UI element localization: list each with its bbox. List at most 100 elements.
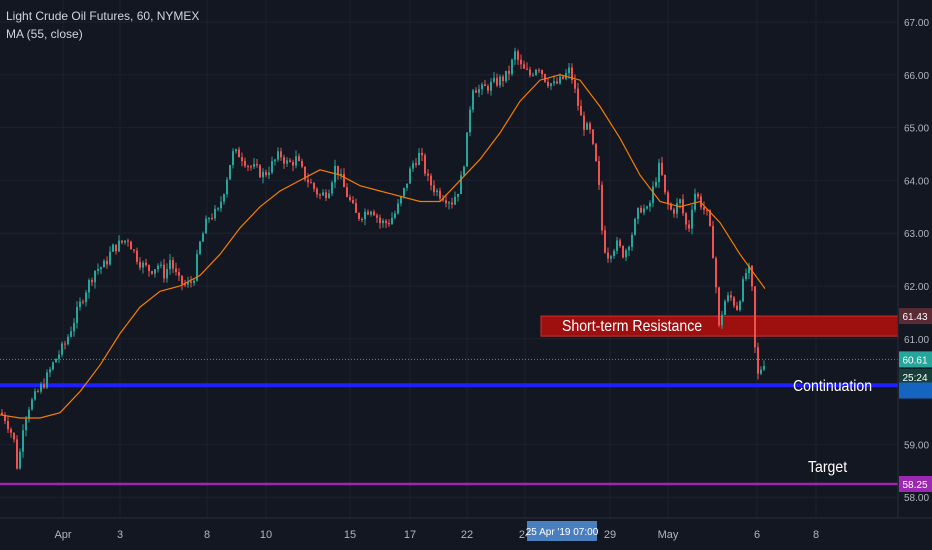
candle-body [4, 414, 6, 421]
candle-body [625, 250, 627, 258]
candle-body [655, 181, 657, 187]
candle-body [739, 301, 741, 310]
candle-body [577, 88, 579, 106]
candle-body [88, 280, 90, 293]
candle-body [319, 194, 321, 196]
y-tick-label: 61.00 [904, 335, 929, 346]
target-label: Target [808, 459, 848, 476]
candle-body [745, 273, 747, 280]
candle-body [436, 190, 438, 193]
candle-body [94, 270, 96, 283]
candle-body [418, 152, 420, 165]
candle-body [727, 295, 729, 302]
candle-body [499, 76, 501, 86]
candle-body [553, 81, 555, 84]
candle-body [61, 343, 63, 355]
candle-body [13, 432, 15, 440]
candle-body [469, 109, 471, 133]
candle-body [412, 163, 414, 169]
candle-body [106, 260, 108, 265]
candle-body [598, 161, 600, 185]
candle-body [208, 218, 210, 220]
candle-body [550, 83, 552, 87]
candle-body [748, 265, 750, 274]
candle-body [523, 64, 525, 69]
candle-body [697, 193, 699, 197]
candle-body [652, 186, 654, 203]
candle-body [751, 265, 753, 287]
candle-body [241, 157, 243, 161]
candle-body [49, 369, 51, 373]
candle-body [124, 240, 126, 243]
candle-body [343, 173, 345, 188]
candle-body [265, 171, 267, 176]
candle-body [169, 260, 171, 270]
candle-body [712, 225, 714, 259]
candle-body [505, 70, 507, 82]
candle-body [694, 193, 696, 210]
candle-body [493, 77, 495, 82]
target-price-tag-text: 58.25 [902, 480, 927, 491]
y-tick-label: 67.00 [904, 18, 929, 29]
candle-body [178, 272, 180, 276]
candle-body [595, 143, 597, 162]
candle-body [103, 260, 105, 268]
candle-body [154, 269, 156, 274]
candle-body [43, 384, 45, 388]
candle-body [328, 193, 330, 199]
countdown-tag [899, 368, 932, 385]
candle-body [538, 69, 540, 71]
candle-body [658, 162, 660, 182]
candle-body [484, 84, 486, 87]
candle-body [331, 182, 333, 194]
candle-body [556, 81, 558, 84]
candle-body [298, 156, 300, 161]
candle-body [532, 74, 534, 76]
candle-body [424, 155, 426, 174]
y-tick-label: 64.00 [904, 176, 929, 187]
candle-body [541, 70, 543, 75]
candle-body [175, 268, 177, 273]
x-tick-label: 22 [461, 529, 473, 541]
candle-body [28, 409, 30, 419]
candle-body [562, 76, 564, 79]
x-tick-label: 17 [404, 529, 416, 541]
candlesticks [1, 47, 765, 470]
countdown-tag-text: 25:24 [902, 373, 927, 384]
candle-body [676, 203, 678, 214]
candle-body [130, 241, 132, 250]
candle-body [22, 430, 24, 452]
candle-body [268, 172, 270, 176]
candle-body [649, 202, 651, 207]
candle-body [472, 90, 474, 110]
candle-body [289, 160, 291, 162]
candle-body [73, 322, 75, 332]
candle-body [259, 165, 261, 178]
candle-body [91, 280, 93, 283]
candle-body [604, 230, 606, 253]
candle-body [628, 246, 630, 251]
candle-body [193, 280, 195, 283]
candle-body [709, 210, 711, 226]
candle-body [46, 372, 48, 388]
candle-body [361, 218, 363, 220]
candle-body [583, 115, 585, 130]
candle-body [703, 207, 705, 210]
candle-body [286, 160, 288, 164]
x-tick-label: 15 [344, 529, 356, 541]
candle-body [487, 86, 489, 91]
candle-body [511, 59, 513, 74]
candle-body [607, 252, 609, 259]
candle-body [622, 245, 624, 258]
candle-body [52, 362, 54, 370]
candle-body [763, 365, 765, 370]
candle-body [514, 51, 516, 60]
candle-body [64, 343, 66, 345]
continuation-price-tag [899, 382, 932, 399]
candle-body [619, 240, 621, 246]
candle-body [721, 314, 723, 326]
candle-body [151, 271, 153, 274]
grid [0, 0, 898, 518]
candle-body [400, 196, 402, 204]
